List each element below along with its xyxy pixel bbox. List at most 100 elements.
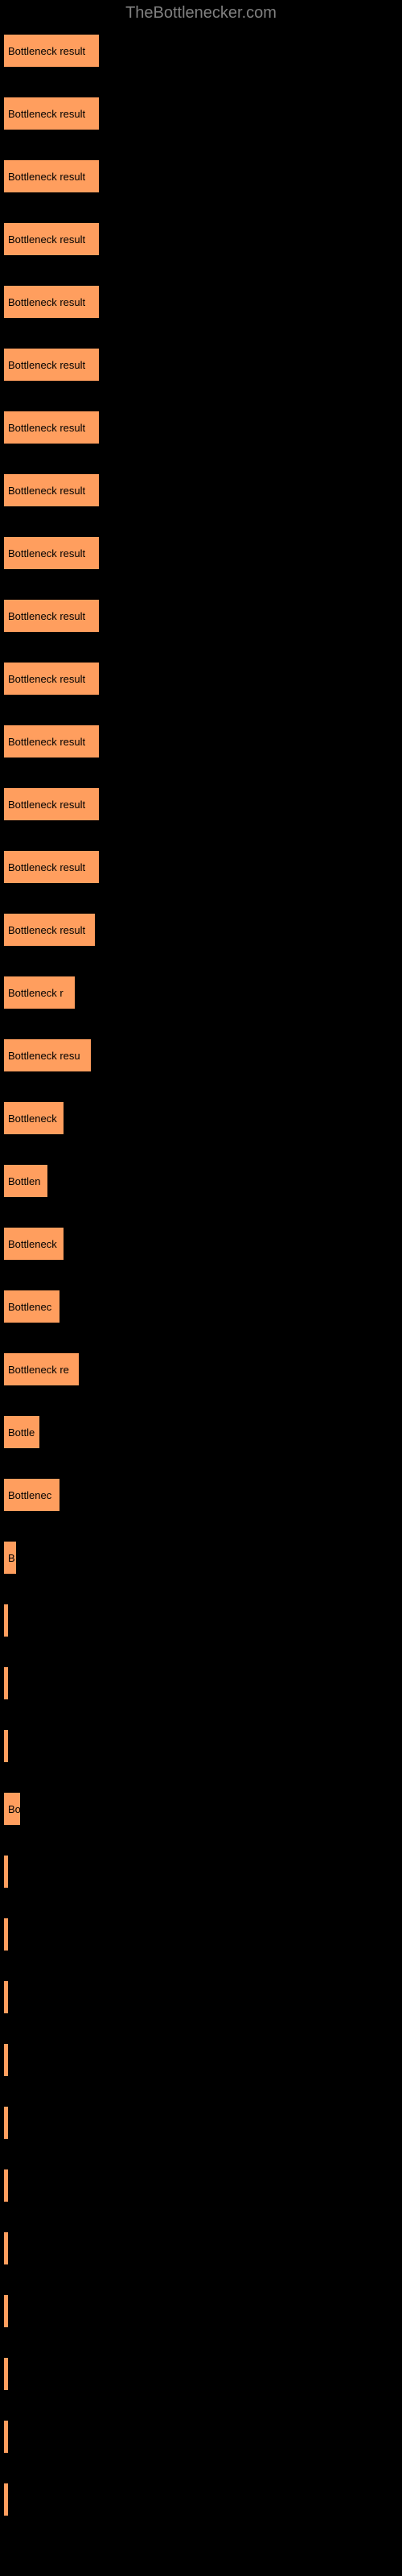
- bar-row: [4, 1918, 398, 1951]
- bar: B: [4, 1542, 16, 1574]
- bar-label: Bottlenec: [8, 1301, 51, 1313]
- bar: Bottleneck result: [4, 35, 99, 67]
- bar: Bottlen: [4, 1165, 47, 1197]
- bar-label: Bottleneck result: [8, 359, 85, 371]
- bar: Bottleneck result: [4, 474, 99, 506]
- bar: Bottleneck resu: [4, 1039, 91, 1071]
- bar-row: [4, 2421, 398, 2453]
- bar-row: [4, 2295, 398, 2327]
- bar-row: Bottleneck result: [4, 35, 398, 67]
- bar-row: [4, 2358, 398, 2390]
- bar-row: Bottleneck result: [4, 537, 398, 569]
- bar: Bottleneck result: [4, 223, 99, 255]
- bar-row: Bottleneck result: [4, 600, 398, 632]
- bar: Bottleneck result: [4, 725, 99, 758]
- bar: Bottleneck re: [4, 1353, 79, 1385]
- bar-label: Bottle: [8, 1426, 35, 1439]
- bar-row: Bottleneck result: [4, 411, 398, 444]
- bar-row: Bottleneck re: [4, 1353, 398, 1385]
- bar: Bottleneck result: [4, 97, 99, 130]
- bar-row: Bo: [4, 1793, 398, 1825]
- bar: [4, 2169, 8, 2202]
- header: TheBottlenecker.com: [0, 0, 402, 27]
- bar-label: Bottleneck result: [8, 547, 85, 559]
- bar-row: [4, 2044, 398, 2076]
- bar-row: [4, 1856, 398, 1888]
- bar: Bottle: [4, 1416, 39, 1448]
- bar: Bottleneck: [4, 1102, 64, 1134]
- bar-row: Bottleneck: [4, 1102, 398, 1134]
- bar-row: Bottleneck result: [4, 851, 398, 883]
- bar: [4, 2295, 8, 2327]
- bar-label: Bottleneck: [8, 1113, 57, 1125]
- bar-row: Bottle: [4, 1416, 398, 1448]
- bar-row: Bottleneck result: [4, 97, 398, 130]
- bar-label: Bottleneck result: [8, 736, 85, 748]
- bar-row: Bottlenec: [4, 1479, 398, 1511]
- bar: [4, 1918, 8, 1951]
- bar-row: Bottlenec: [4, 1290, 398, 1323]
- bar: Bottlenec: [4, 1290, 59, 1323]
- bar-row: [4, 2483, 398, 2516]
- bar: Bottleneck result: [4, 411, 99, 444]
- bar-label: Bottleneck result: [8, 171, 85, 183]
- bar-row: Bottlen: [4, 1165, 398, 1197]
- bar-row: Bottleneck result: [4, 474, 398, 506]
- bar: Bottleneck result: [4, 286, 99, 318]
- bar: Bottleneck result: [4, 160, 99, 192]
- bar-label: Bottleneck resu: [8, 1050, 80, 1062]
- bar: Bo: [4, 1793, 20, 1825]
- bar: Bottleneck result: [4, 788, 99, 820]
- bar: Bottleneck: [4, 1228, 64, 1260]
- bar-row: Bottleneck result: [4, 349, 398, 381]
- bar-row: B: [4, 1542, 398, 1574]
- bar-label: Bottleneck result: [8, 108, 85, 120]
- bar: Bottleneck r: [4, 976, 75, 1009]
- bar-label: Bottlenec: [8, 1489, 51, 1501]
- bar-label: B: [8, 1552, 15, 1564]
- bar-label: Bottleneck result: [8, 610, 85, 622]
- bar: Bottleneck result: [4, 914, 95, 946]
- bar: [4, 2107, 8, 2139]
- bar-label: Bottleneck result: [8, 485, 85, 497]
- bar: Bottleneck result: [4, 600, 99, 632]
- bar: [4, 2483, 8, 2516]
- bar-label: Bottleneck result: [8, 45, 85, 57]
- bar-row: Bottleneck result: [4, 725, 398, 758]
- bar-label: Bo: [8, 1803, 21, 1815]
- bar-label: Bottleneck result: [8, 422, 85, 434]
- bar: [4, 1856, 8, 1888]
- bar: [4, 2044, 8, 2076]
- bar-row: [4, 2107, 398, 2139]
- bar-row: [4, 1667, 398, 1699]
- bar: Bottleneck result: [4, 349, 99, 381]
- bar: [4, 2421, 8, 2453]
- bar-label: Bottleneck: [8, 1238, 57, 1250]
- bar: [4, 2232, 8, 2264]
- bar-label: Bottleneck result: [8, 673, 85, 685]
- bar-row: [4, 2232, 398, 2264]
- bar-row: Bottleneck result: [4, 286, 398, 318]
- bar: Bottleneck result: [4, 537, 99, 569]
- bar-row: Bottleneck result: [4, 160, 398, 192]
- bar-label: Bottleneck r: [8, 987, 64, 999]
- bar-row: Bottleneck result: [4, 914, 398, 946]
- bar: [4, 2358, 8, 2390]
- bar: [4, 1981, 8, 2013]
- bar: Bottleneck result: [4, 663, 99, 695]
- bar-label: Bottleneck result: [8, 296, 85, 308]
- bar-row: Bottleneck resu: [4, 1039, 398, 1071]
- bar-label: Bottlen: [8, 1175, 40, 1187]
- bar-row: Bottleneck result: [4, 788, 398, 820]
- bar: [4, 1667, 8, 1699]
- bar-row: Bottleneck result: [4, 663, 398, 695]
- bar-row: [4, 1730, 398, 1762]
- bar-chart: Bottleneck result Bottleneck result Bottle…: [0, 27, 402, 2554]
- bar-label: Bottleneck result: [8, 799, 85, 811]
- bar-row: Bottleneck r: [4, 976, 398, 1009]
- bar-row: [4, 1981, 398, 2013]
- bar-row: Bottleneck result: [4, 223, 398, 255]
- bar-row: Bottleneck: [4, 1228, 398, 1260]
- bar-label: Bottleneck result: [8, 924, 85, 936]
- bar: [4, 1730, 8, 1762]
